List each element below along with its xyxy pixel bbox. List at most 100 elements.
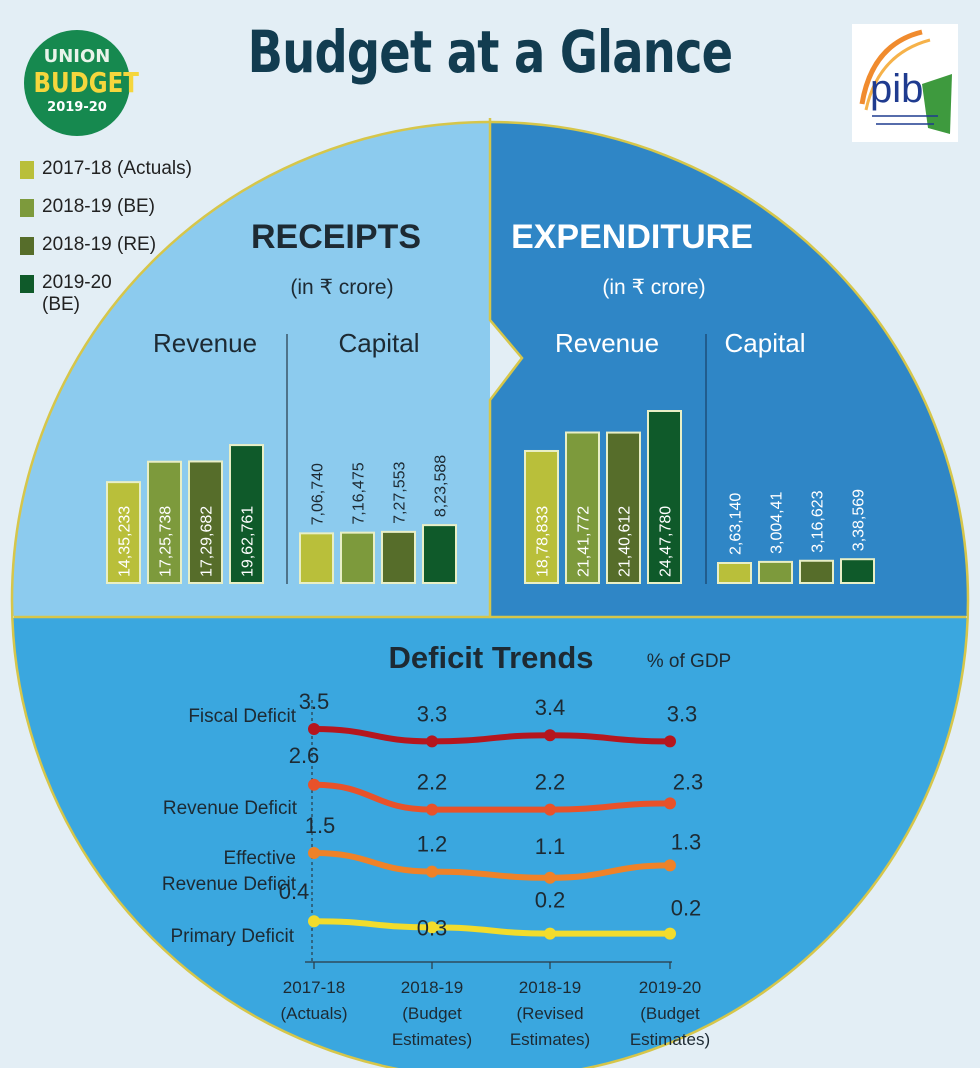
data-point [426,735,438,748]
data-value-label: 3.3 [417,701,448,726]
x-tick-label: (Actuals) [280,1004,347,1023]
bar [381,530,416,584]
bar [565,431,600,585]
deficit-lines: 3.5 3.3 3.4 3.3 Fiscal Deficit 2.6 2.2 2.2 2.3 Re… [162,689,710,1049]
bar [147,460,182,584]
bar-value-label: 18,78,833 [535,506,552,577]
x-tick-label: (Budget [640,1004,700,1023]
pib-emblem-icon: pib [859,29,952,134]
page-title: Budget at a Glance [247,18,733,86]
bar-value-label: 19,62,761 [240,506,257,577]
data-point [544,803,556,816]
data-point [544,871,556,884]
bar-value-label: 24,47,780 [658,506,675,577]
series-label: Revenue Deficit [163,798,298,819]
legend-swatch [20,161,34,179]
x-tick-label: 2018-19 [519,978,581,997]
data-point [426,865,438,878]
expenditure-unit: (in ₹ crore) [602,276,705,299]
bar-value-label: 21,41,772 [576,506,593,577]
bar [840,558,875,585]
bar [606,431,641,585]
series-line [311,918,673,937]
legend-item: 2017-18 (Actuals) [20,158,192,180]
legend-label: 2019-20 (BE) [42,272,112,315]
x-tick-label: (Revised [516,1004,583,1023]
bar [422,524,457,584]
data-value-label: 0.4 [279,879,310,904]
data-point [308,778,320,791]
series-label: Primary Deficit [170,926,294,947]
series-line [311,850,673,881]
union-budget-logo: UNION BUDGET 2019-20 [24,30,139,136]
deficit-unit: % of GDP [647,651,731,672]
legend-swatch [20,275,34,293]
bar-value-label: 14,35,233 [117,506,134,577]
legend-item: 2018-19 (BE) [20,196,155,218]
x-tick-label: 2019-20 [639,978,701,997]
x-tick-label: (Budget [402,1004,462,1023]
data-value-label: 3.5 [299,689,330,714]
series-line [311,726,673,745]
data-point [308,915,320,928]
bar-value-label: 3,38,569 [851,489,868,551]
deficit-title: Deficit Trends [389,640,594,675]
data-point [308,723,320,735]
series-label: Revenue Deficit [162,874,297,895]
bar [524,449,559,585]
data-value-label: 1.1 [535,834,566,859]
data-point [426,921,438,934]
expenditure-revenue-label: Revenue [555,328,659,358]
x-tick-label: Estimates) [630,1030,710,1049]
expenditure-capital-label: Capital [725,328,806,358]
data-value-label: 0.3 [417,915,448,940]
series-label: Fiscal Deficit [188,706,296,727]
bar-value-label: 17,25,738 [158,506,175,577]
bar-value-label: 7,27,553 [392,461,409,523]
x-tick-label: Estimates) [510,1030,590,1049]
data-value-label: 1.5 [305,813,336,838]
data-point [664,735,676,748]
bar [106,481,141,585]
bar [647,410,682,584]
data-point [426,803,438,816]
receipts-capital-label: Capital [339,328,420,358]
data-value-label: 2.2 [535,770,566,795]
legend-label: 2018-19 (RE) [42,234,157,255]
data-value-label: 2.2 [417,770,448,795]
receipts-unit: (in ₹ crore) [290,276,393,299]
series-label: Effective [223,848,296,869]
expenditure-title: EXPENDITURE [511,218,753,256]
bar-value-label: 2,63,140 [728,493,745,555]
bar-value-label: 8,23,588 [433,455,450,517]
data-value-label: 2.3 [673,769,704,794]
pib-logo-text: pib [870,67,923,111]
legend-label: 2018-19 (BE) [42,196,156,217]
data-value-label: 2.6 [289,743,320,768]
data-point [544,927,556,940]
bar-value-label: 7,16,475 [351,462,368,524]
series-line [311,781,673,813]
legend-item: 2019-20 (BE) [20,272,132,316]
pib-logo: pib [852,24,958,142]
data-point [664,859,676,872]
data-value-label: 3.4 [535,695,566,720]
bar [758,560,793,584]
legend-swatch [20,237,34,255]
data-value-label: 1.2 [417,832,448,857]
bar-value-label: 3,004,41 [769,492,786,554]
bar [799,559,834,584]
bar [717,562,752,584]
data-point [544,729,556,742]
data-point [664,927,676,940]
data-value-label: 0.2 [671,896,702,921]
bar [340,531,375,584]
bar-value-label: 21,40,612 [617,506,634,577]
data-value-label: 0.2 [535,888,566,913]
x-tick-label: Estimates) [392,1030,472,1049]
bar [188,460,223,585]
legend-swatch [20,199,34,217]
receipts-revenue-label: Revenue [153,328,257,358]
receipts-title: RECEIPTS [251,218,421,256]
